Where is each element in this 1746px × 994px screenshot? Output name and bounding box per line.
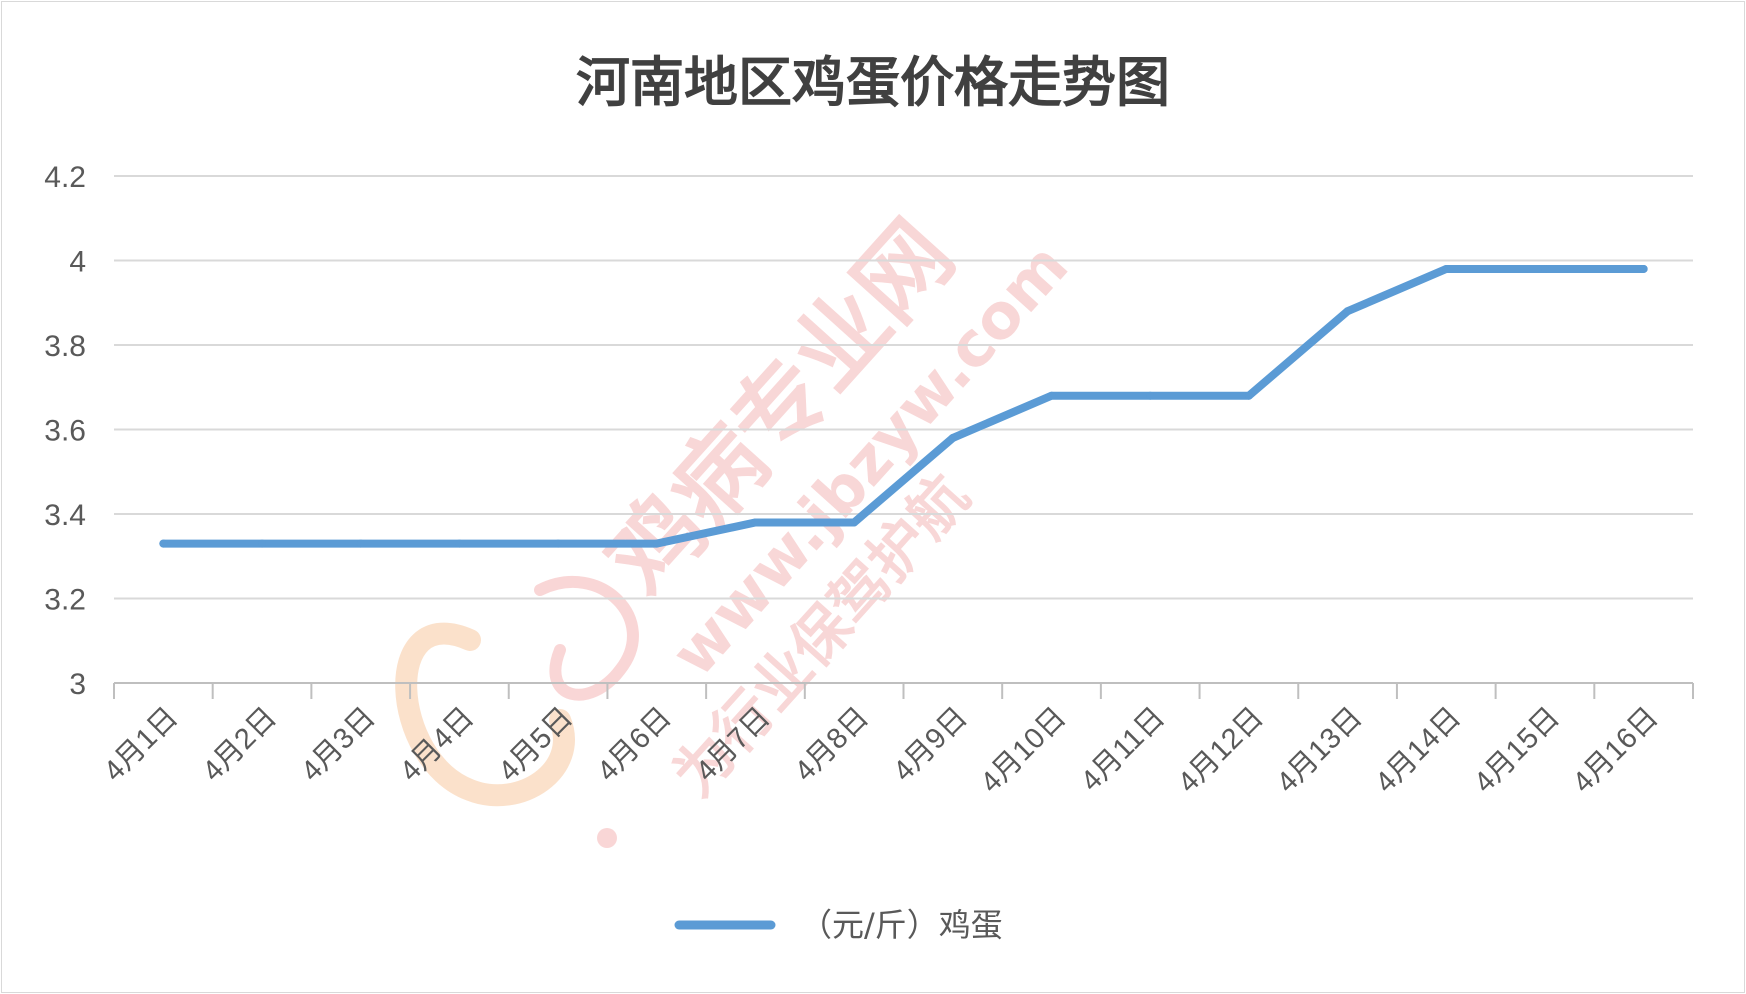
y-tick-label: 4.2 <box>44 161 86 194</box>
data-point <box>159 539 168 548</box>
y-tick-label: 3.4 <box>44 499 86 532</box>
x-tick-label: 4月16日 <box>1567 701 1665 799</box>
data-point <box>652 539 661 548</box>
data-point <box>554 539 563 548</box>
x-tick-label: 4月8日 <box>789 701 875 787</box>
legend: （元/斤）鸡蛋 <box>674 906 1003 944</box>
data-point <box>850 518 859 527</box>
y-tick-label: 3.8 <box>44 330 86 363</box>
chart-title: 河南地区鸡蛋价格走势图 <box>576 50 1170 114</box>
data-point <box>258 539 267 548</box>
x-tick-label: 4月11日 <box>1075 701 1171 797</box>
data-point <box>1047 391 1056 400</box>
x-tick-label: 4月3日 <box>295 701 381 787</box>
data-point <box>356 539 365 548</box>
x-tick-label: 4月13日 <box>1271 701 1369 799</box>
data-point <box>1639 264 1648 273</box>
y-tick-label: 4 <box>69 246 86 279</box>
x-tick-label: 4月9日 <box>887 701 973 787</box>
x-axis: 4月1日 4月2日 4月3日 4月4日 4月5日 4月6日 4月7日 4月8日 4月9日 4月10… <box>98 682 1694 799</box>
series-line <box>159 264 1648 548</box>
y-tick-label: 3 <box>69 668 86 701</box>
x-tick-label: 4月14日 <box>1369 701 1467 799</box>
data-point <box>948 433 957 442</box>
data-point <box>1146 391 1155 400</box>
y-tick-label: 3.6 <box>44 415 86 448</box>
legend-label: （元/斤）鸡蛋 <box>800 906 1003 944</box>
gridlines <box>114 175 1693 600</box>
x-tick-label: 4月15日 <box>1468 701 1566 799</box>
data-point <box>1244 391 1253 400</box>
data-point <box>1442 264 1451 273</box>
data-point <box>1343 307 1352 316</box>
x-tick-label: 4月6日 <box>591 701 677 787</box>
x-tick-label: 4月10日 <box>975 701 1073 799</box>
x-tick-label: 4月2日 <box>197 701 283 787</box>
data-point <box>751 518 760 527</box>
data-point <box>1540 264 1549 273</box>
x-tick-label: 4月12日 <box>1172 701 1270 799</box>
x-tick-label: 4月1日 <box>98 701 184 787</box>
data-point <box>455 539 464 548</box>
y-tick-label: 3.2 <box>44 584 86 617</box>
y-axis: 3 3.2 3.4 3.6 3.8 4 4.2 <box>44 161 86 701</box>
series-layer <box>159 264 1648 548</box>
